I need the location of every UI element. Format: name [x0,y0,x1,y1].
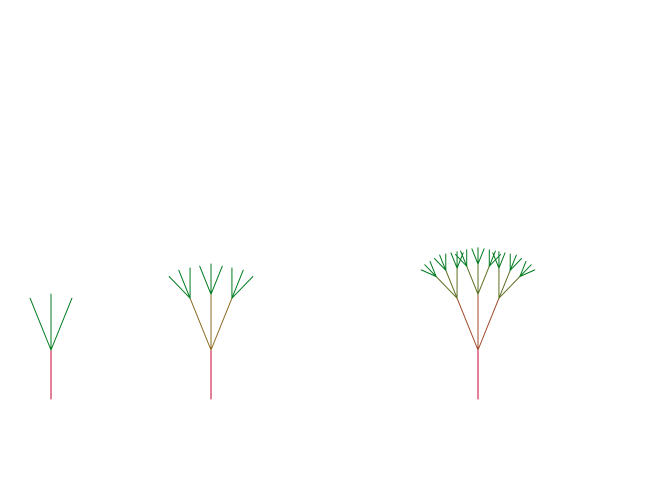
leaf-branch [509,258,523,271]
branch-segment [477,297,500,351]
branch-segment [189,297,212,351]
leaf-branch [492,252,500,269]
leaf-branch [433,258,447,271]
leaf-branch [50,297,73,351]
tree-depth-3 [420,247,536,400]
leaf-branch [488,250,496,267]
tree-depth-1 [29,293,73,400]
leaf-branch [471,248,479,265]
leaf-branch [519,260,527,278]
leaf-branch [199,265,212,295]
branch-segment [210,297,233,351]
tree-depth-2 [168,263,254,400]
leaf-branch [439,254,447,271]
branch-segment [477,265,490,295]
leaf-branch [450,252,458,269]
leaf-branch [231,269,244,299]
leaf-branch [498,252,506,269]
branch-segment [435,276,458,299]
leaf-branch [420,269,437,278]
branch-segment [466,265,479,295]
leaf-branch [210,265,223,295]
leaf-branch [519,269,536,278]
leaf-branch [509,254,517,271]
branch-segment [456,297,479,351]
branch-segment [498,276,521,299]
leaf-branch [424,264,437,278]
leaf-branch [29,297,52,351]
leaf-branch [231,276,254,299]
leaf-branch [429,260,437,278]
branch-segment [498,269,511,299]
leaf-branch [460,250,468,267]
branch-segment [445,269,458,299]
leaf-branch [477,248,485,265]
leaf-branch [168,276,191,299]
leaf-branch [454,253,468,267]
leaf-branch [178,269,191,299]
leaf-branch [519,264,532,278]
